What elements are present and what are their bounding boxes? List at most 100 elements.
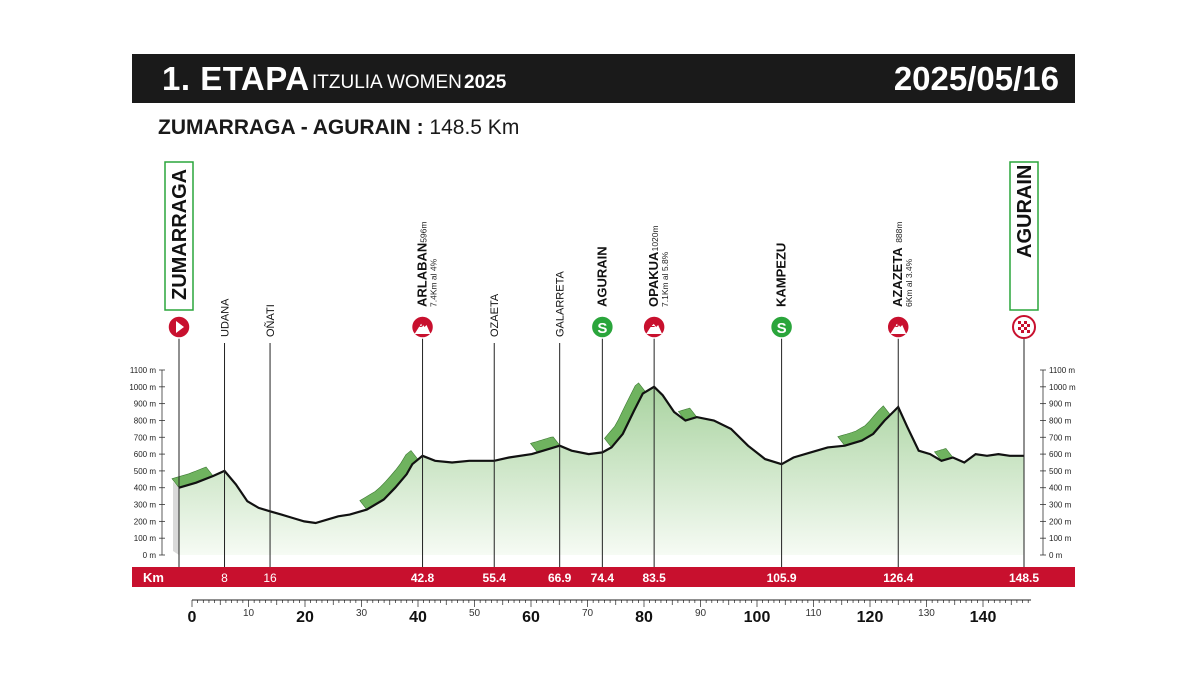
x-tick-label-minor: 130 — [918, 608, 935, 619]
x-tick-label-major: 40 — [409, 609, 427, 626]
x-tick-label-minor: 90 — [695, 608, 707, 619]
x-tick-label-major: 140 — [970, 609, 997, 626]
checker-square — [1018, 327, 1021, 330]
stage-title: 1. ETAPA — [162, 60, 310, 97]
km-band-value: 148.5 — [1009, 571, 1039, 585]
place-name: UDANA — [220, 298, 232, 337]
profile-line — [178, 385, 1024, 525]
y-tick-label-left: 1000 m — [129, 383, 156, 392]
y-tick-label-left: 200 m — [134, 517, 157, 526]
place-name: GALARRETA — [555, 271, 567, 337]
start-town-box — [164, 161, 194, 311]
x-tick-label-minor: 50 — [469, 608, 481, 619]
y-tick-label-right: 800 m — [1049, 416, 1072, 425]
km-band-value: 42.8 — [411, 571, 435, 585]
sprint-letter: S — [777, 320, 787, 337]
finish-town-box — [1009, 161, 1039, 311]
x-tick-label-minor: 30 — [356, 608, 368, 619]
play-icon — [176, 321, 184, 333]
x-tick-label-minor: 70 — [582, 608, 594, 619]
finish-town-label: AGURAIN — [1014, 165, 1036, 258]
y-tick-label-right: 200 m — [1049, 517, 1072, 526]
sprint-icon — [590, 315, 615, 339]
profile-area — [179, 386, 1024, 555]
race-name: ITZULIA WOMEN — [312, 72, 462, 93]
climb-category: 3ª — [894, 319, 903, 329]
climb-gradient: 7.4Km al 4% — [429, 258, 439, 307]
y-tick-label-right: 600 m — [1049, 450, 1072, 459]
place-name: OÑATI — [264, 304, 277, 337]
y-tick-label-left: 300 m — [134, 501, 157, 510]
y-tick-label-left: 0 m — [143, 551, 157, 560]
y-tick-label-right: 400 m — [1049, 484, 1072, 493]
y-tick-label-left: 700 m — [134, 433, 157, 442]
y-tick-label-left: 100 m — [134, 534, 157, 543]
sprint-letter: S — [597, 320, 607, 337]
km-band-label: Km — [143, 570, 164, 585]
km-band-value: 16 — [263, 571, 277, 585]
y-tick-label-right: 0 m — [1049, 551, 1063, 560]
place-name: ARLABAN — [415, 243, 430, 307]
x-tick-label-major: 120 — [857, 609, 884, 626]
x-tick-label-major: 100 — [744, 609, 771, 626]
mountain-icon — [646, 323, 663, 334]
checker-square — [1021, 330, 1024, 333]
y-tick-label-right: 700 m — [1049, 433, 1072, 442]
y-tick-label-right: 100 m — [1049, 534, 1072, 543]
route-distance: 148.5 Km — [429, 116, 520, 139]
climb-category: 3ª — [418, 319, 427, 329]
y-tick-label-left: 1100 m — [130, 366, 156, 375]
x-tick-label-minor: 10 — [243, 608, 255, 619]
checker-square — [1021, 324, 1024, 327]
checker-square — [1024, 321, 1027, 324]
km-band-value: 8 — [221, 571, 228, 585]
y-tick-label-left: 900 m — [134, 400, 157, 409]
y-tick-label-right: 900 m — [1049, 400, 1072, 409]
race-date: 2025/05/16 — [893, 60, 1059, 97]
route-line: ZUMARRAGA - AGURAIN : 148.5 Km — [158, 116, 519, 140]
y-tick-label-right: 300 m — [1049, 501, 1072, 510]
x-tick-label-major: 60 — [522, 609, 540, 626]
y-tick-label-right: 1000 m — [1049, 383, 1076, 392]
start-town-label: ZUMARRAGA — [169, 169, 191, 300]
profile-base-side — [173, 481, 179, 555]
km-band-value: 83.5 — [642, 571, 666, 585]
stage-header: 1. ETAPA ITZULIA WOMEN 2025 2025/05/16 — [132, 54, 1075, 103]
checker-square — [1027, 324, 1030, 327]
mountain-icon — [890, 323, 907, 334]
y-tick-label-right: 1100 m — [1049, 366, 1075, 375]
y-tick-label-left: 400 m — [134, 484, 157, 493]
mountain-icon — [414, 323, 431, 334]
place-name: AGURAIN — [594, 246, 609, 307]
km-band-value: 74.4 — [591, 571, 615, 585]
x-tick-label-major: 0 — [188, 609, 197, 626]
climb-gradient: 6Km al 3.4% — [904, 258, 914, 307]
place-name: OZAETA — [489, 293, 501, 337]
climb-gradient: 7.1Km al 5.8% — [660, 251, 670, 307]
y-tick-label-left: 600 m — [134, 450, 157, 459]
km-band — [132, 567, 1075, 587]
route-start-finish: ZUMARRAGA - AGURAIN : — [158, 116, 424, 139]
climb-altitude: 1020m — [650, 225, 660, 251]
place-name: KAMPEZU — [774, 243, 789, 307]
x-tick-label-minor: 110 — [806, 608, 822, 619]
y-tick-label-left: 500 m — [134, 467, 157, 476]
x-tick-label-major: 20 — [296, 609, 314, 626]
checker-square — [1018, 321, 1021, 324]
km-band-value: 105.9 — [767, 571, 797, 585]
km-band-value: 126.4 — [883, 571, 913, 585]
km-band-value: 55.4 — [483, 571, 507, 585]
checker-square — [1024, 327, 1027, 330]
place-name: OPAKUA — [646, 251, 661, 307]
climb-category: 2ª — [650, 319, 659, 329]
sprint-icon — [769, 315, 794, 339]
y-tick-label-right: 500 m — [1049, 467, 1072, 476]
km-band-value: 66.9 — [548, 571, 572, 585]
place-name: AZAZETA — [890, 247, 905, 307]
y-tick-label-left: 800 m — [134, 416, 157, 425]
climb-altitude: 888m — [894, 222, 904, 243]
checker-square — [1027, 330, 1030, 333]
race-year: 2025 — [464, 72, 507, 93]
x-tick-label-major: 80 — [635, 609, 653, 626]
